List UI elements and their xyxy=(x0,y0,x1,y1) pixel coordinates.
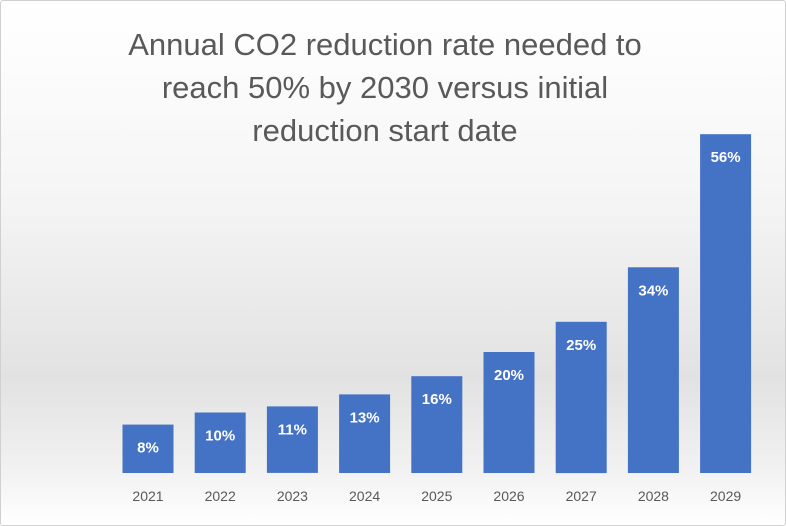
chart-title-line-3: reduction start date xyxy=(252,113,518,148)
x-tick-label-2029: 2029 xyxy=(710,488,741,504)
data-label-2021: 8% xyxy=(137,440,159,457)
data-label-2029: 56% xyxy=(711,149,741,166)
x-tick-label-2028: 2028 xyxy=(638,488,669,504)
data-label-2022: 10% xyxy=(205,428,235,445)
bar-2027 xyxy=(555,321,607,474)
x-tick-label-2025: 2025 xyxy=(421,488,452,504)
bar-2026 xyxy=(483,352,535,473)
data-label-2024: 13% xyxy=(350,409,380,426)
x-tick-label-2022: 2022 xyxy=(205,488,236,504)
data-label-2027: 25% xyxy=(566,337,596,354)
x-tick-label-2024: 2024 xyxy=(349,488,380,504)
bar-2028 xyxy=(627,267,679,473)
chart-title: Annual CO2 reduction rate needed to reac… xyxy=(1,23,769,152)
bar-2022 xyxy=(194,412,246,473)
x-tick-label-2027: 2027 xyxy=(566,488,597,504)
data-label-2028: 34% xyxy=(638,282,668,299)
x-tick-label-2026: 2026 xyxy=(493,488,524,504)
x-tick-label-2021: 2021 xyxy=(132,488,163,504)
bar-2023 xyxy=(266,406,318,473)
data-label-2023: 11% xyxy=(278,421,307,438)
chart-title-line-1: Annual CO2 reduction rate needed to xyxy=(128,27,642,62)
bar-2024 xyxy=(339,394,391,473)
data-label-2026: 20% xyxy=(494,367,524,384)
data-label-2025: 16% xyxy=(422,391,452,408)
bar-2021 xyxy=(122,424,174,473)
x-tick-label-2023: 2023 xyxy=(277,488,308,504)
bar-2029 xyxy=(700,134,752,473)
bar-2025 xyxy=(411,376,463,473)
chart-title-line-2: reach 50% by 2030 versus initial xyxy=(161,70,609,105)
